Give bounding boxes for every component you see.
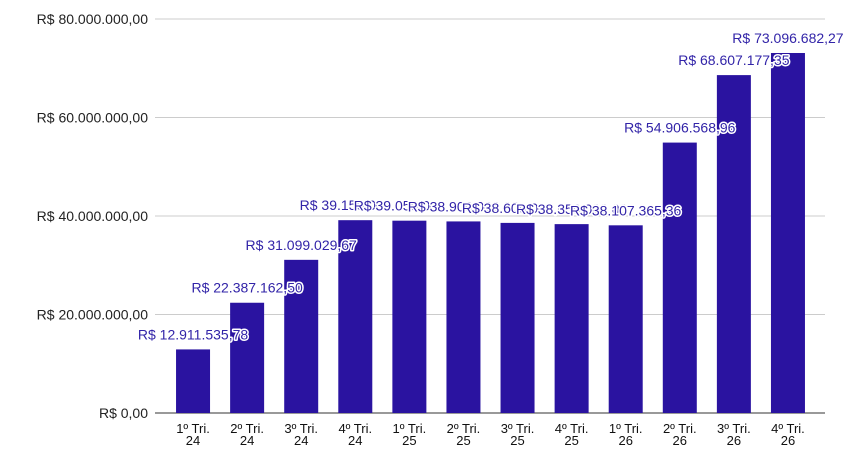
x-tick-label: 4º Tri. 25 <box>554 421 589 448</box>
bar <box>500 222 535 413</box>
value-label: R$ 12.911.535,78 <box>138 326 248 342</box>
bar <box>284 259 319 413</box>
value-label: R$ 39.050.000,00 <box>354 198 466 214</box>
bar <box>392 220 427 413</box>
value-label: R$ 54.906.568,96 <box>624 120 736 136</box>
x-tick-label: 3º Tri. 25 <box>500 421 535 448</box>
bar <box>176 349 211 413</box>
value-label: R$ 68.607.177,35 <box>678 52 790 68</box>
x-tick-label: 2º Tri. 26 <box>662 421 697 448</box>
value-label: R$ 22.387.162,50 <box>191 280 303 296</box>
y-tick-label: R$ 60.000.000,00 <box>37 110 149 126</box>
x-tick-label: 3º Tri. 24 <box>284 421 319 448</box>
bar <box>608 225 643 413</box>
value-label: R$ 39.150.000,00 <box>300 197 412 213</box>
bar <box>716 75 751 413</box>
y-tick-label: R$ 80.000.000,00 <box>37 11 149 27</box>
bar <box>446 221 481 413</box>
bar <box>230 302 265 413</box>
value-label: R$ 38.107.365,36 <box>570 202 682 218</box>
x-tick-label: 4º Tri. 26 <box>771 421 805 448</box>
value-label: R$ 31.099.029,67 <box>246 237 358 253</box>
value-label: R$ 38.600.000,00 <box>462 200 574 216</box>
value-label: R$ 38.350.000,00 <box>516 201 628 217</box>
y-tick-label: R$ 40.000.000,00 <box>37 208 149 224</box>
bar <box>662 142 697 413</box>
x-tick-label: 2º Tri. 24 <box>230 421 264 448</box>
y-tick-label: R$ 20.000.000,00 <box>37 307 149 323</box>
value-label: R$ 38.900.000,00 <box>408 198 520 214</box>
x-tick-label: 1º Tri. 25 <box>392 421 427 448</box>
bar <box>338 220 373 413</box>
value-label: R$ 73.096.682,27 <box>732 30 844 46</box>
x-tick-label: 1º Tri. 24 <box>176 421 210 448</box>
bar <box>770 52 805 413</box>
bar <box>554 224 589 413</box>
x-tick-label: 2º Tri. 25 <box>446 421 481 448</box>
x-tick-label: 1º Tri. 26 <box>608 421 643 448</box>
x-tick-label: 4º Tri. 24 <box>338 421 373 448</box>
y-tick-label: R$ 0,00 <box>99 405 148 421</box>
x-tick-label: 3º Tri. 26 <box>717 421 751 448</box>
